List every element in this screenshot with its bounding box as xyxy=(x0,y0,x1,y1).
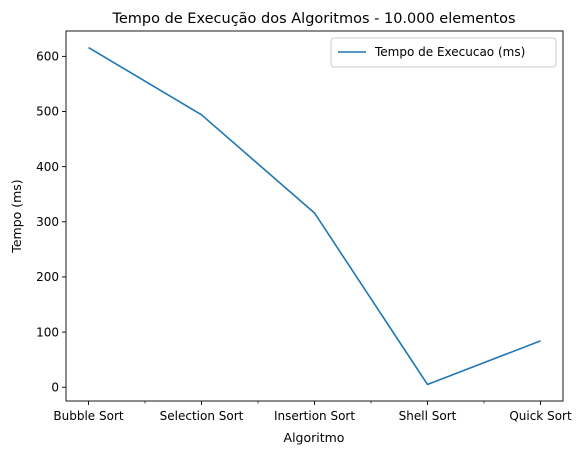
x-tick-label: Insertion Sort xyxy=(274,409,355,423)
x-tick-label: Bubble Sort xyxy=(53,409,123,423)
x-axis-label: Algoritmo xyxy=(284,430,345,445)
series-layer xyxy=(88,46,541,386)
y-tick-label: 500 xyxy=(36,105,59,119)
y-tick-label: 400 xyxy=(36,160,59,174)
x-tick-label: Quick Sort xyxy=(509,409,572,423)
y-tick-label: 0 xyxy=(51,380,59,394)
x-tick-label: Shell Sort xyxy=(399,409,457,423)
y-axis: 0 100 200 300 400 500 600 xyxy=(36,50,66,394)
legend: Tempo de Execucao (ms) xyxy=(330,37,557,68)
plot-frame xyxy=(65,30,564,402)
y-tick-label: 300 xyxy=(36,215,59,229)
series-line xyxy=(88,46,541,386)
y-tick-label: 600 xyxy=(36,50,59,64)
chart-title: Tempo de Execução dos Algoritmos - 10.00… xyxy=(111,11,515,27)
x-axis: Bubble Sort Selection Sort Insertion Sort S… xyxy=(53,401,572,423)
legend-label: Tempo de Execucao (ms) xyxy=(374,45,525,59)
y-tick-label: 200 xyxy=(36,270,59,284)
x-tick-label: Selection Sort xyxy=(160,409,244,423)
y-axis-label: Tempo (ms) xyxy=(9,179,24,253)
y-tick-label: 100 xyxy=(36,325,59,339)
legend-box xyxy=(330,37,557,68)
